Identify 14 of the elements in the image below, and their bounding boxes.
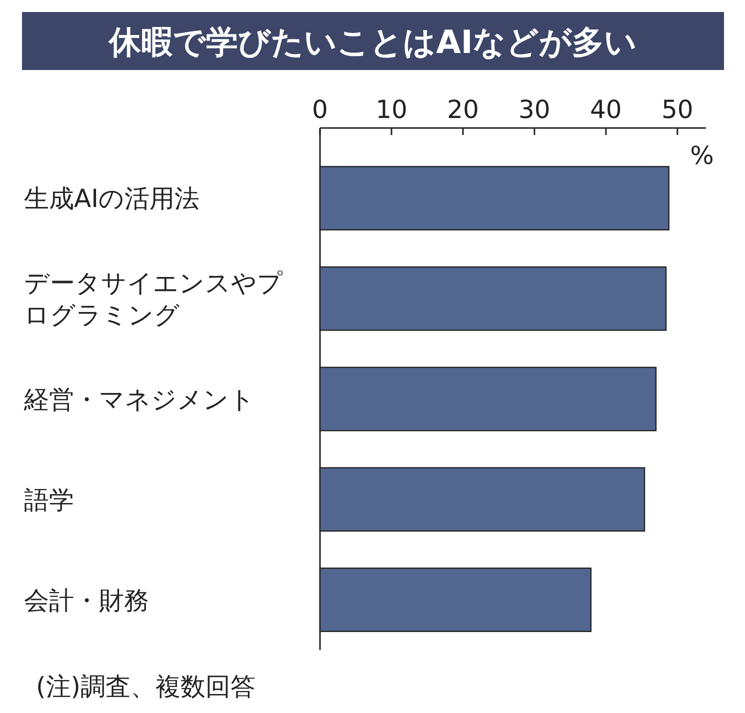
text: (注)調査、複数回答	[36, 672, 256, 701]
x-axis-title: %	[690, 141, 714, 170]
y-tick-label: 経営・マネジメント	[23, 385, 255, 414]
y-tick-label: 語学	[24, 485, 74, 514]
x-tick-label: 40	[590, 95, 622, 124]
y-tick-label: 会計・財務	[24, 586, 149, 615]
x-tick-label: 30	[518, 95, 550, 124]
x-tick-label: 10	[376, 95, 408, 124]
y-tick-label: 生成AIの活用法	[24, 184, 200, 214]
x-tick-label: 50	[662, 95, 694, 124]
x-tick-label: 0	[312, 95, 328, 124]
chart-title: 休暇で学びたいことはAIなどが多い	[108, 23, 637, 61]
y-tick-label: データサイエンスやプログラミング	[24, 268, 283, 330]
x-tick-label: 20	[447, 95, 479, 124]
